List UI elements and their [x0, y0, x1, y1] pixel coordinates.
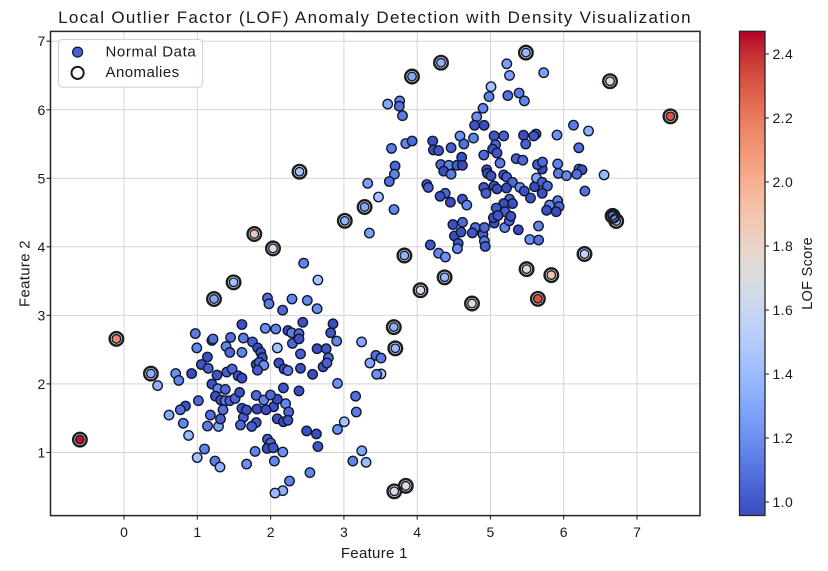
- svg-text:2.4: 2.4: [773, 46, 794, 62]
- svg-text:2: 2: [267, 524, 275, 540]
- svg-text:4: 4: [413, 524, 421, 540]
- svg-text:2: 2: [38, 376, 46, 392]
- svg-text:0: 0: [120, 524, 128, 540]
- svg-text:1.0: 1.0: [773, 494, 794, 510]
- svg-text:2.2: 2.2: [773, 110, 794, 126]
- svg-text:3: 3: [38, 307, 46, 323]
- svg-text:1: 1: [193, 524, 201, 540]
- svg-text:LOF Score: LOF Score: [800, 237, 816, 310]
- svg-text:6: 6: [38, 102, 46, 118]
- svg-text:7: 7: [38, 33, 46, 49]
- svg-text:1.4: 1.4: [773, 366, 794, 382]
- svg-text:Anomalies: Anomalies: [106, 64, 180, 81]
- svg-text:Feature 1: Feature 1: [341, 545, 408, 562]
- svg-text:3: 3: [340, 524, 348, 540]
- svg-text:1: 1: [38, 445, 46, 461]
- svg-text:1.2: 1.2: [773, 430, 794, 446]
- svg-text:Local Outlier Factor (LOF) Ano: Local Outlier Factor (LOF) Anomaly Detec…: [58, 8, 692, 27]
- svg-text:4: 4: [38, 239, 46, 255]
- svg-text:6: 6: [560, 524, 568, 540]
- svg-text:2.0: 2.0: [773, 174, 794, 190]
- svg-text:Feature 2: Feature 2: [17, 240, 34, 307]
- svg-text:5: 5: [38, 170, 46, 186]
- svg-text:Normal Data: Normal Data: [106, 44, 197, 61]
- svg-text:1.8: 1.8: [773, 238, 794, 254]
- svg-text:7: 7: [633, 524, 641, 540]
- svg-text:1.6: 1.6: [773, 302, 794, 318]
- svg-text:5: 5: [487, 524, 495, 540]
